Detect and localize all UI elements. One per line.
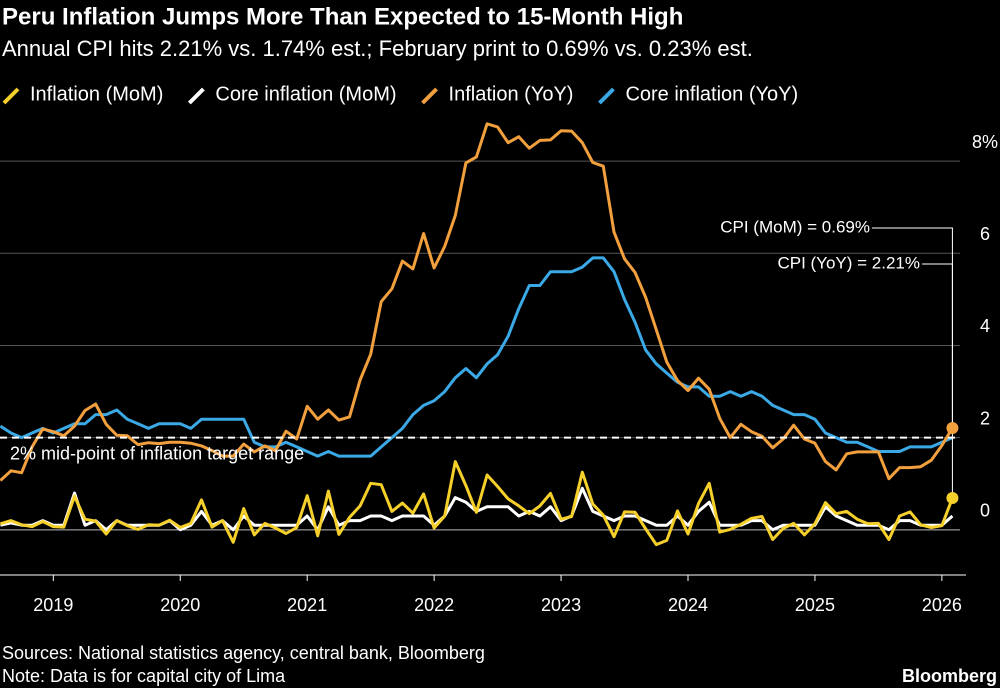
- y-tick-label: 0: [980, 501, 990, 521]
- legend-swatch: [421, 87, 438, 105]
- legend-label: Core inflation (MoM): [215, 83, 396, 105]
- x-tick-label: 2019: [33, 595, 73, 615]
- x-tick-label: 2024: [668, 595, 708, 615]
- y-tick-label: 6: [980, 224, 990, 244]
- legend-label: Core inflation (YoY): [625, 83, 798, 105]
- line-series: [0, 460, 954, 547]
- x-tick-label: 2025: [795, 595, 835, 615]
- chart-subtitle: Annual CPI hits 2.21% vs. 1.74% est.; Fe…: [2, 36, 753, 61]
- y-tick-label: 2: [980, 408, 990, 428]
- legend-label: Inflation (MoM): [30, 83, 163, 105]
- x-tick-label: 2023: [541, 595, 581, 615]
- brand: Bloomberg: [902, 666, 997, 686]
- line-series: [0, 256, 954, 458]
- y-tick-label: 4: [980, 316, 990, 336]
- annotation-leader: [922, 263, 953, 428]
- line-series: [0, 122, 954, 482]
- end-point: [946, 492, 959, 505]
- annotation: CPI (YoY) = 2.21%: [777, 253, 920, 272]
- footnote: Note: Data is for capital city of Lima: [2, 666, 286, 686]
- x-tick-label: 2020: [160, 595, 200, 615]
- reference-label: 2% mid-point of inflation target range: [10, 443, 304, 463]
- x-tick-label: 2021: [287, 595, 327, 615]
- chart-title: Peru Inflation Jumps More Than Expected …: [2, 3, 683, 30]
- footnote: Sources: National statistics agency, cen…: [2, 643, 485, 663]
- annotation: CPI (MoM) = 0.69%: [720, 217, 870, 236]
- y-tick-label: 8%: [972, 132, 998, 152]
- x-tick-label: 2022: [414, 595, 454, 615]
- end-point: [946, 421, 959, 434]
- legend-swatch: [2, 87, 20, 105]
- legend-swatch: [187, 87, 205, 105]
- x-tick-label: 2026: [922, 595, 962, 615]
- legend-label: Inflation (YoY): [449, 83, 574, 105]
- legend-swatch: [598, 87, 615, 105]
